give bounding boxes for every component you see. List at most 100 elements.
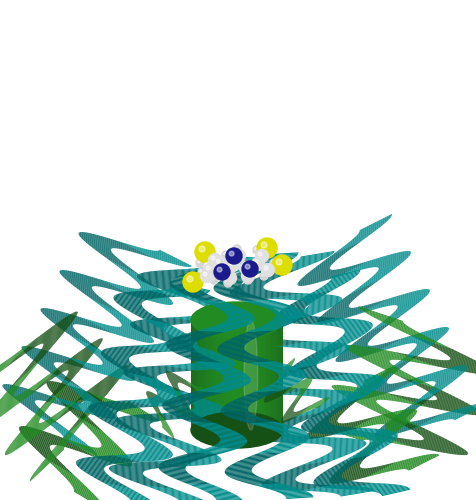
Polygon shape (433, 365, 466, 382)
Polygon shape (298, 378, 311, 388)
Polygon shape (353, 376, 382, 384)
Polygon shape (140, 286, 173, 303)
Polygon shape (220, 382, 249, 384)
Polygon shape (182, 406, 193, 418)
Polygon shape (243, 338, 280, 345)
Polygon shape (423, 358, 473, 374)
Polygon shape (354, 376, 387, 394)
Polygon shape (147, 318, 185, 324)
Polygon shape (413, 384, 462, 401)
Polygon shape (104, 398, 139, 417)
Polygon shape (365, 382, 401, 399)
Polygon shape (256, 426, 291, 434)
Polygon shape (74, 490, 105, 500)
Polygon shape (187, 454, 221, 460)
Ellipse shape (276, 259, 281, 265)
Polygon shape (269, 445, 299, 448)
Polygon shape (297, 268, 329, 285)
Polygon shape (174, 352, 204, 356)
Polygon shape (182, 334, 213, 336)
Polygon shape (390, 372, 440, 390)
Polygon shape (128, 377, 164, 384)
Polygon shape (283, 414, 321, 421)
Polygon shape (129, 292, 161, 298)
Polygon shape (168, 402, 181, 414)
Polygon shape (333, 426, 382, 442)
Polygon shape (265, 474, 301, 480)
Polygon shape (392, 352, 443, 368)
Polygon shape (290, 360, 320, 368)
Polygon shape (386, 376, 423, 393)
Polygon shape (37, 429, 71, 449)
Polygon shape (449, 358, 476, 374)
Polygon shape (171, 293, 209, 300)
Polygon shape (0, 338, 36, 374)
Polygon shape (377, 378, 413, 396)
Polygon shape (136, 281, 170, 299)
Polygon shape (200, 389, 231, 392)
Polygon shape (13, 327, 51, 362)
Polygon shape (7, 384, 41, 400)
Polygon shape (288, 364, 316, 372)
Polygon shape (17, 343, 55, 380)
Polygon shape (92, 365, 127, 397)
Polygon shape (281, 437, 309, 440)
Polygon shape (205, 313, 240, 318)
Polygon shape (316, 398, 328, 408)
Polygon shape (22, 349, 55, 366)
Polygon shape (171, 496, 208, 500)
Polygon shape (33, 428, 67, 448)
Polygon shape (317, 438, 354, 444)
Polygon shape (98, 304, 134, 323)
Polygon shape (260, 320, 298, 328)
Polygon shape (305, 288, 337, 296)
Polygon shape (371, 485, 402, 492)
Polygon shape (340, 454, 371, 462)
Polygon shape (94, 403, 125, 410)
Polygon shape (79, 458, 109, 466)
Polygon shape (216, 434, 244, 438)
Polygon shape (222, 311, 251, 314)
Polygon shape (380, 334, 417, 351)
Polygon shape (132, 321, 168, 326)
Polygon shape (232, 290, 268, 296)
Polygon shape (70, 386, 106, 406)
Polygon shape (143, 334, 181, 340)
Polygon shape (320, 392, 356, 398)
Polygon shape (166, 292, 205, 298)
Polygon shape (107, 348, 138, 354)
Polygon shape (445, 403, 476, 420)
Polygon shape (66, 384, 101, 403)
Polygon shape (302, 351, 334, 360)
Polygon shape (3, 384, 37, 400)
Polygon shape (142, 399, 173, 406)
Polygon shape (123, 346, 156, 352)
Polygon shape (171, 287, 200, 290)
Polygon shape (151, 461, 190, 466)
Polygon shape (180, 378, 194, 390)
Polygon shape (94, 434, 127, 456)
Polygon shape (364, 410, 398, 427)
Polygon shape (69, 401, 104, 418)
Polygon shape (0, 393, 15, 426)
Polygon shape (392, 454, 426, 470)
Polygon shape (309, 398, 323, 410)
Polygon shape (184, 399, 220, 406)
Polygon shape (259, 450, 290, 452)
Polygon shape (373, 410, 423, 428)
Polygon shape (4, 388, 38, 406)
Polygon shape (340, 346, 374, 362)
Polygon shape (129, 498, 159, 500)
Polygon shape (258, 364, 289, 367)
Polygon shape (169, 381, 182, 394)
Polygon shape (291, 370, 322, 376)
Polygon shape (53, 394, 87, 416)
Polygon shape (328, 466, 359, 482)
Polygon shape (272, 444, 302, 446)
Polygon shape (124, 427, 161, 434)
Polygon shape (121, 430, 152, 439)
Polygon shape (222, 294, 252, 296)
Polygon shape (222, 380, 250, 383)
Polygon shape (169, 372, 182, 384)
Polygon shape (318, 425, 364, 440)
